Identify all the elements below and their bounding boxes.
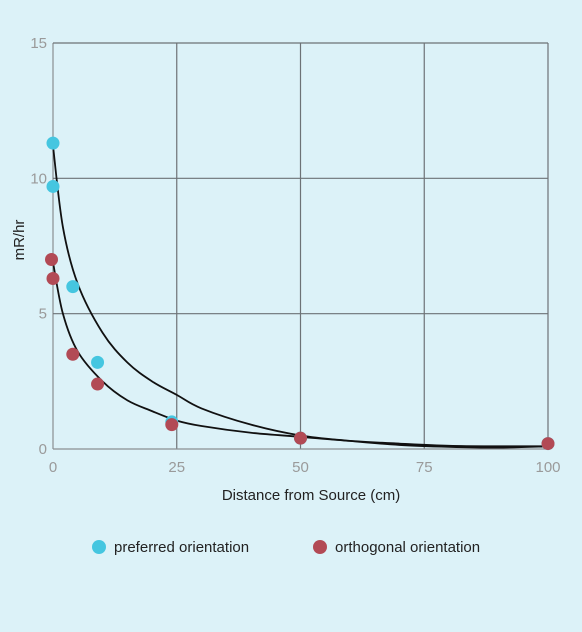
x-tick-label: 50 bbox=[292, 459, 309, 476]
data-point bbox=[46, 179, 60, 193]
legend-label: orthogonal orientation bbox=[335, 539, 480, 556]
grid bbox=[52, 42, 549, 450]
data-point bbox=[66, 280, 80, 294]
data-point bbox=[66, 347, 80, 361]
y-tick-label: 10 bbox=[30, 170, 47, 187]
trendline bbox=[52, 262, 549, 448]
legend: preferred orientation orthogonal orientat… bbox=[92, 539, 480, 556]
data-point bbox=[46, 136, 60, 150]
data-points bbox=[45, 136, 555, 451]
y-tick-label: 15 bbox=[30, 35, 47, 52]
data-point bbox=[91, 377, 105, 391]
x-axis-ticks: 0 25 50 75 100 bbox=[49, 459, 561, 476]
data-point bbox=[91, 355, 105, 369]
y-axis-ticks: 0 5 10 15 bbox=[30, 35, 47, 458]
data-point bbox=[294, 431, 307, 445]
x-tick-label: 100 bbox=[535, 459, 560, 476]
x-tick-label: 25 bbox=[168, 459, 185, 476]
y-tick-label: 0 bbox=[39, 441, 47, 458]
data-point bbox=[541, 437, 555, 451]
x-tick-label: 75 bbox=[416, 459, 433, 476]
legend-marker bbox=[313, 540, 327, 554]
legend-marker bbox=[92, 540, 106, 554]
x-tick-label: 0 bbox=[49, 459, 57, 476]
data-point bbox=[165, 418, 179, 432]
data-point bbox=[45, 253, 59, 267]
x-axis-title: Distance from Source (cm) bbox=[222, 487, 400, 504]
y-axis-title: mR/hr bbox=[11, 220, 28, 261]
legend-label: preferred orientation bbox=[114, 539, 249, 556]
trendline bbox=[52, 145, 549, 449]
trendlines bbox=[52, 145, 549, 449]
y-tick-label: 5 bbox=[39, 306, 47, 323]
data-point bbox=[46, 271, 60, 285]
